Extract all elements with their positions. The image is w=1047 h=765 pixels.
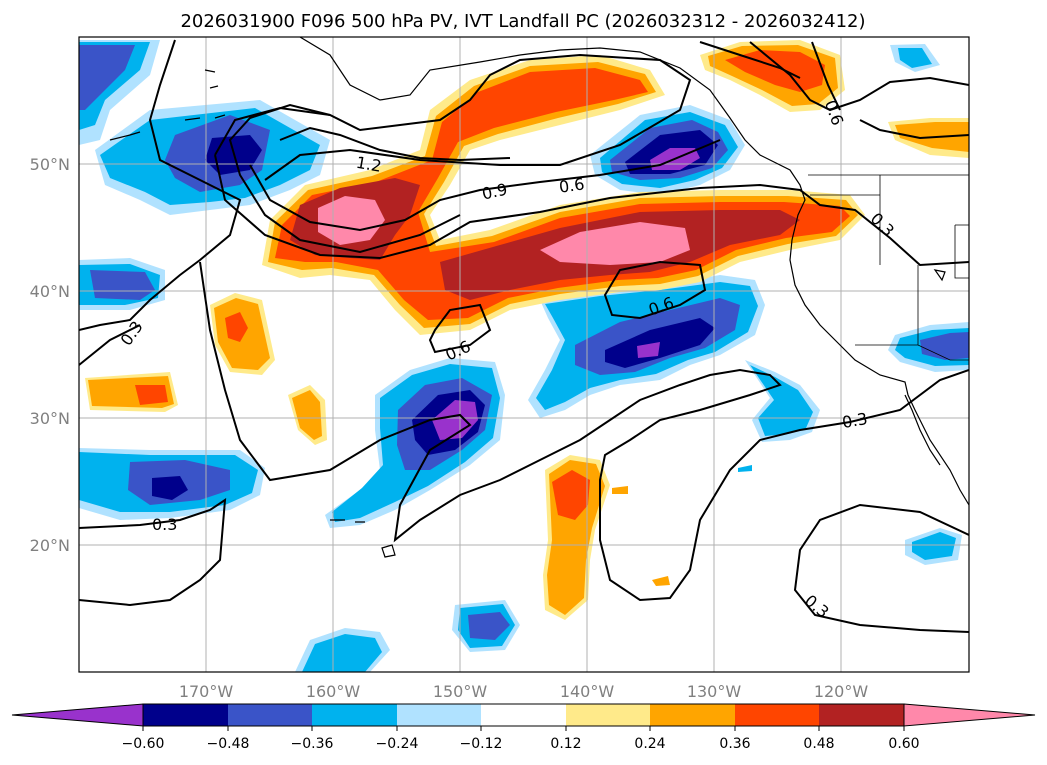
contour-label: 0.3 — [152, 515, 177, 534]
colorbar-tick-label: 0.48 — [803, 736, 834, 752]
colorbar-tick-label: 0.24 — [634, 736, 665, 752]
colorbar-tick-label: −0.36 — [291, 736, 334, 752]
longitude-labels: 170°W 160°W 150°W 140°W 130°W 120°W — [179, 682, 869, 701]
lon-label: 170°W — [179, 682, 234, 701]
contour-label: 0.3 — [841, 409, 869, 432]
lon-label: 160°W — [306, 682, 361, 701]
contour-label: 0.6 — [558, 174, 586, 196]
colorbar-tick-label: −0.24 — [376, 736, 419, 752]
contour-label: 1.2 — [355, 153, 383, 176]
negative-anomaly-shading — [79, 40, 969, 672]
colorbar-segment — [481, 704, 566, 726]
colorbar-tick-label: −0.60 — [122, 736, 165, 752]
colorbar-segment — [143, 704, 228, 726]
colorbar-tick-label: −0.48 — [207, 736, 250, 752]
latitude-labels: 20°N 30°N 40°N 50°N — [30, 155, 70, 555]
colorbar-tick-label: −0.12 — [460, 736, 503, 752]
colorbar-extend-low — [11, 703, 144, 727]
contour-label: 0.9 — [480, 180, 509, 204]
colorbar-extend-high — [903, 703, 1036, 727]
lon-label: 120°W — [814, 682, 869, 701]
lon-label: 130°W — [687, 682, 742, 701]
lat-label: 30°N — [30, 409, 70, 428]
colorbar-segment — [650, 704, 735, 726]
colorbar-segment — [397, 704, 481, 726]
lat-label: 40°N — [30, 282, 70, 301]
gridlines — [79, 37, 969, 672]
colorbar-segment — [228, 704, 312, 726]
map-frame — [78, 36, 970, 673]
colorbar-segment — [819, 704, 904, 726]
lon-label: 140°W — [560, 682, 615, 701]
colorbar-tick-label: 0.60 — [888, 736, 919, 752]
lat-label: 20°N — [30, 536, 70, 555]
ivt-contours — [79, 39, 969, 633]
figure-title: 2026031900 F096 500 hPa PV, IVT Landfall… — [180, 11, 865, 32]
colorbar-segment — [735, 704, 819, 726]
map-panel: 1.2 0.9 0.6 0.6 0.6 0.3 0.3 0.3 0.3 0.3 … — [79, 37, 969, 672]
colorbar-segment — [312, 704, 397, 726]
lon-label: 150°W — [433, 682, 488, 701]
colorbar-segment — [566, 704, 650, 726]
lat-label: 50°N — [30, 155, 70, 174]
colorbar-tick-label: 0.36 — [719, 736, 750, 752]
colorbar: −0.60 −0.48 −0.36 −0.24 −0.12 0.12 0.24 … — [11, 703, 1036, 752]
borders — [808, 174, 969, 361]
coastlines — [109, 37, 969, 558]
colorbar-tick-label: 0.12 — [550, 736, 581, 752]
positive-anomaly-shading — [85, 40, 969, 620]
